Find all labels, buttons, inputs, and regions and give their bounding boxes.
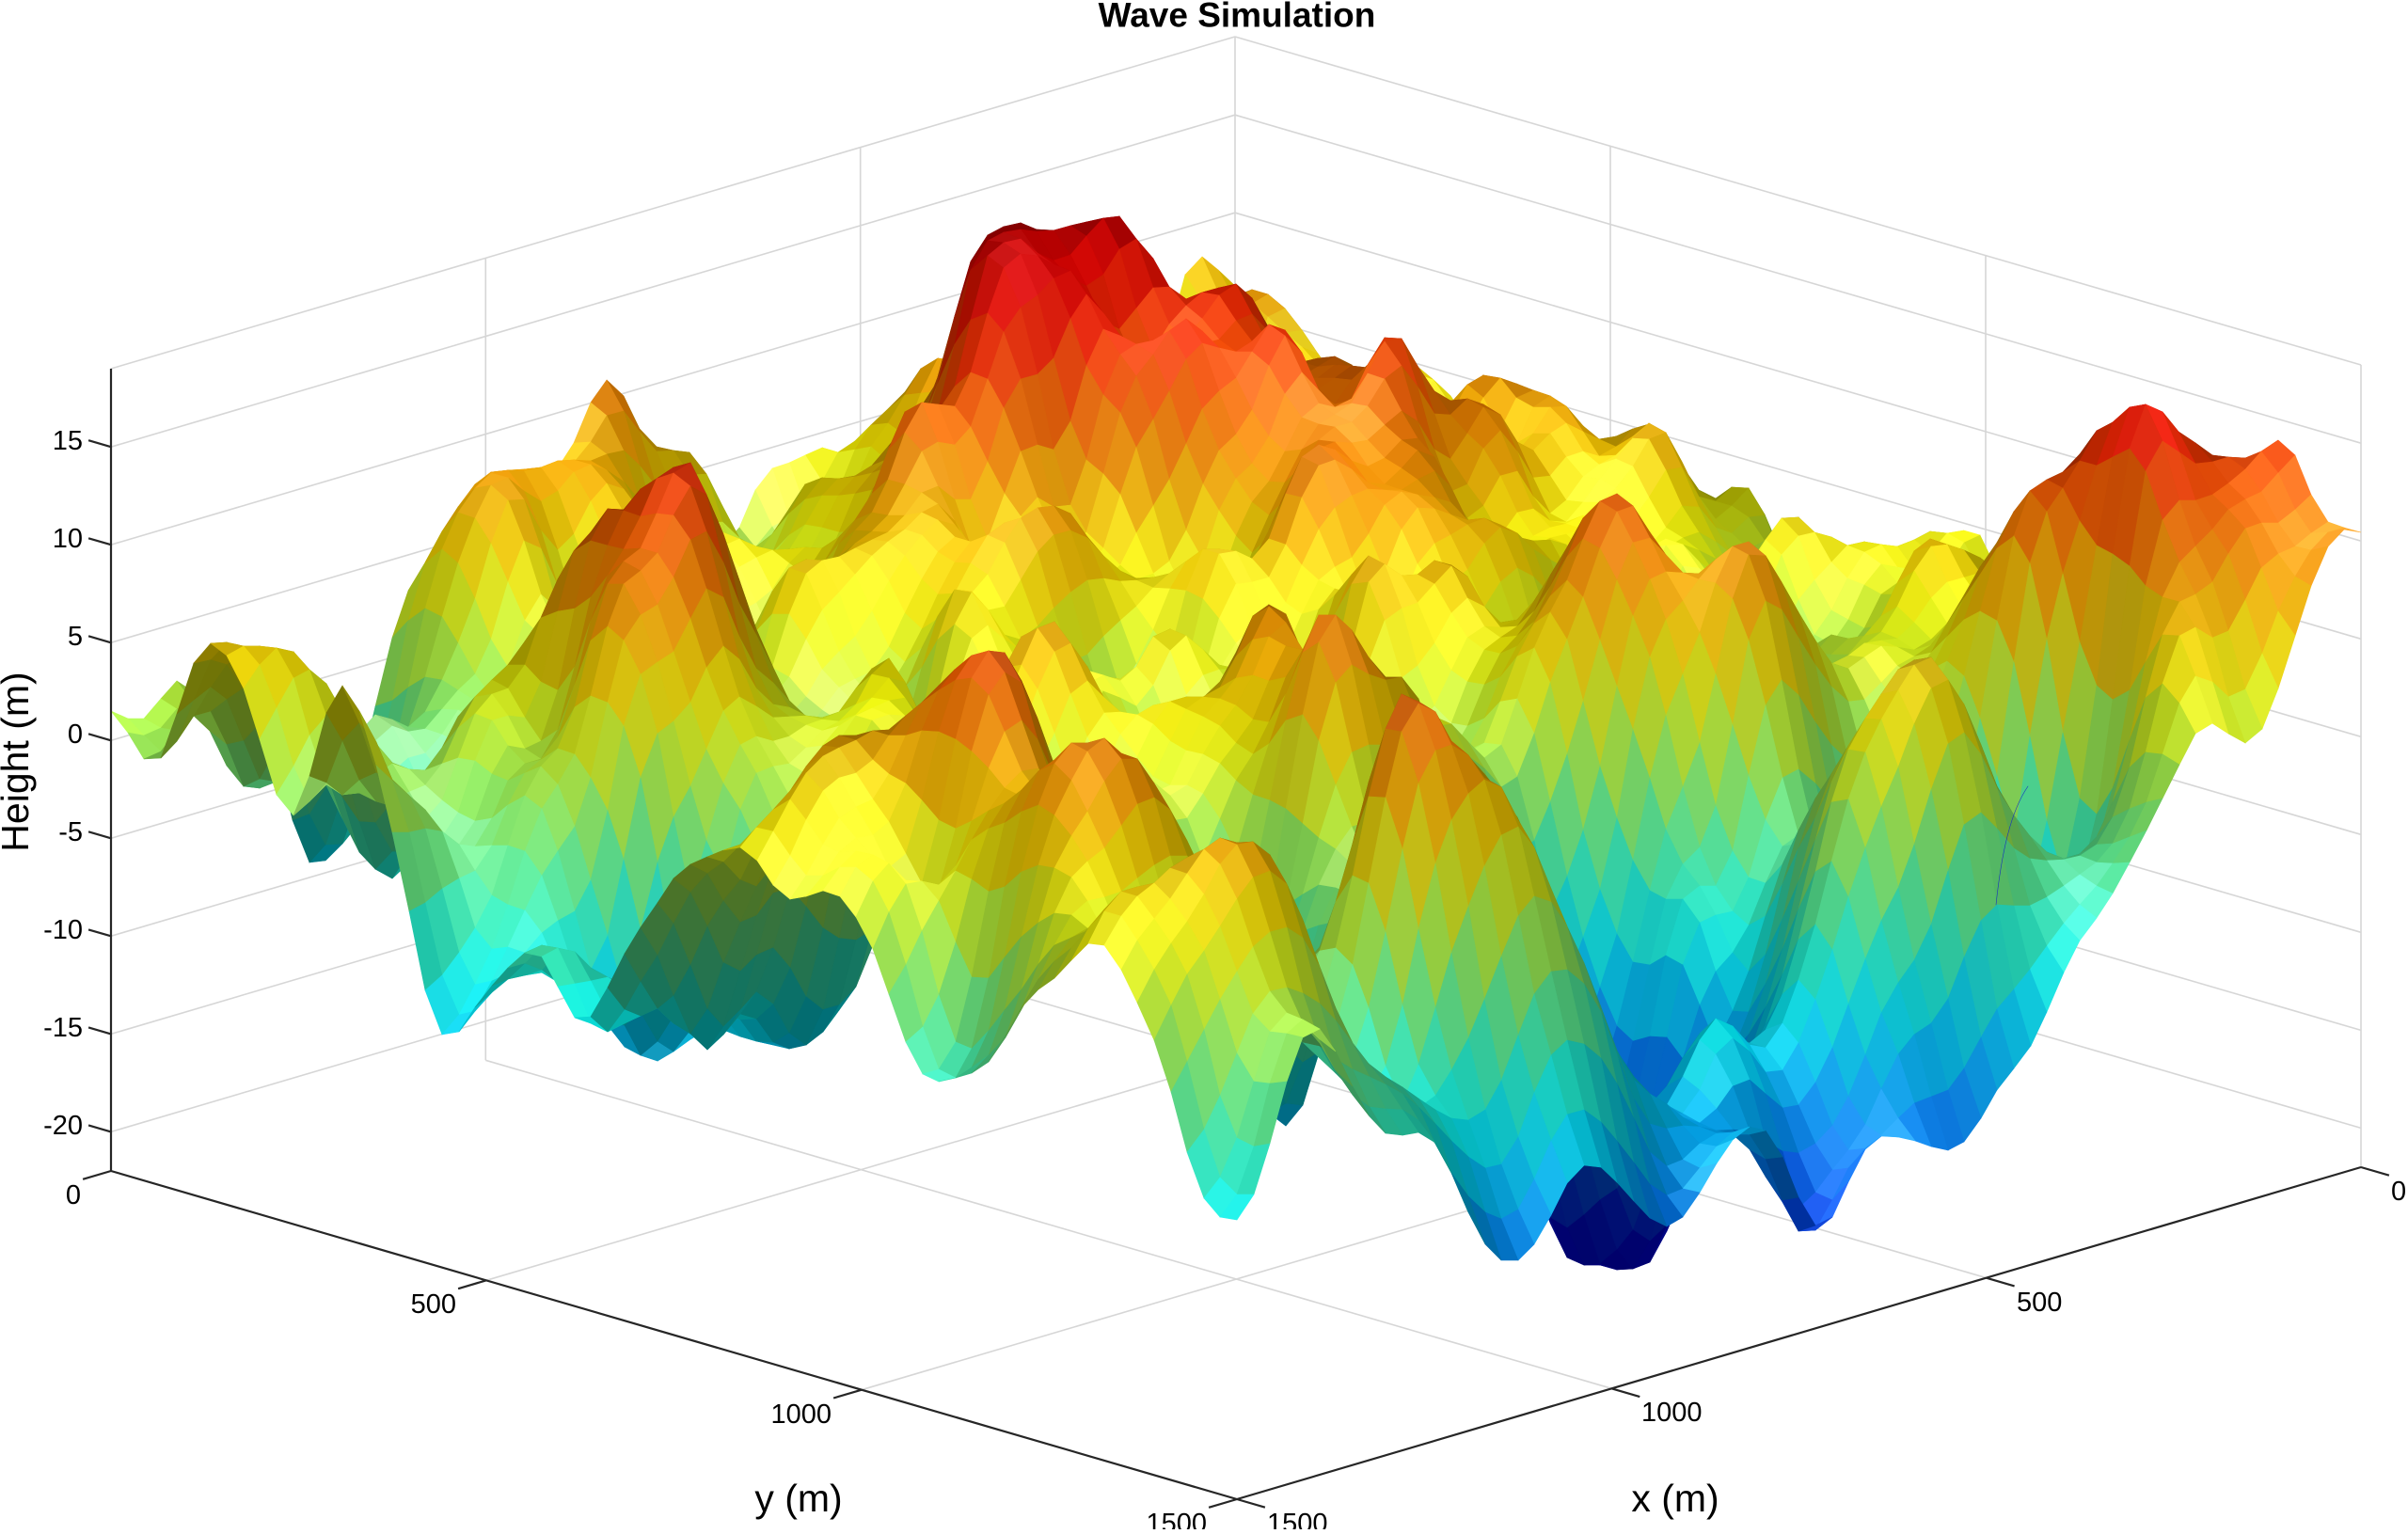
svg-text:0: 0 <box>68 720 83 750</box>
svg-text:1000: 1000 <box>770 1400 832 1430</box>
svg-text:y (m): y (m) <box>754 1477 842 1520</box>
svg-text:0: 0 <box>66 1180 81 1210</box>
svg-text:15: 15 <box>53 426 83 456</box>
svg-text:500: 500 <box>411 1289 456 1320</box>
svg-text:x (m): x (m) <box>1631 1477 1719 1520</box>
svg-text:5: 5 <box>68 622 83 652</box>
svg-text:Height (m): Height (m) <box>0 672 37 851</box>
svg-text:-10: -10 <box>43 915 83 945</box>
svg-text:-20: -20 <box>43 1111 83 1141</box>
svg-text:0: 0 <box>2391 1177 2406 1207</box>
svg-text:-15: -15 <box>43 1013 83 1043</box>
svg-text:1500: 1500 <box>1267 1509 1328 1529</box>
svg-text:1000: 1000 <box>1641 1398 1703 1428</box>
svg-text:500: 500 <box>2017 1288 2062 1318</box>
svg-text:-5: -5 <box>58 817 83 847</box>
svg-text:Wave Simulation: Wave Simulation <box>1099 0 1376 35</box>
svg-text:1500: 1500 <box>1146 1509 1207 1529</box>
svg-text:10: 10 <box>53 524 83 554</box>
